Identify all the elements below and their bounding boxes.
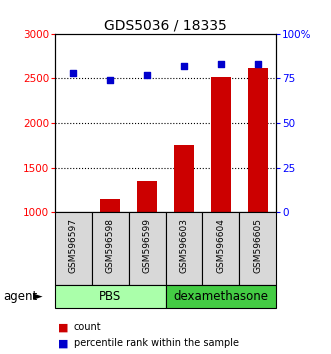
Point — [255, 61, 260, 67]
Text: GSM596605: GSM596605 — [254, 218, 262, 273]
Text: GSM596604: GSM596604 — [216, 218, 225, 273]
Text: GSM596599: GSM596599 — [143, 218, 152, 273]
Title: GDS5036 / 18335: GDS5036 / 18335 — [104, 18, 227, 33]
Point — [144, 72, 150, 78]
Bar — [100, 199, 120, 302]
Bar — [92, 212, 128, 285]
Point — [181, 63, 187, 69]
Text: GSM596597: GSM596597 — [69, 218, 77, 273]
Text: ►: ► — [33, 290, 43, 303]
Bar — [63, 212, 83, 302]
Bar — [128, 212, 166, 285]
Bar — [203, 212, 239, 285]
Text: percentile rank within the sample: percentile rank within the sample — [74, 338, 239, 348]
Text: ■: ■ — [58, 338, 69, 348]
Bar — [166, 212, 203, 285]
Text: dexamethasone: dexamethasone — [173, 290, 268, 303]
Bar — [137, 181, 157, 302]
Bar — [211, 76, 231, 302]
Bar — [55, 285, 166, 308]
Point — [218, 61, 224, 67]
Bar — [166, 285, 276, 308]
Text: ■: ■ — [58, 322, 69, 332]
Text: PBS: PBS — [99, 290, 121, 303]
Bar — [55, 212, 92, 285]
Bar — [248, 68, 268, 302]
Point — [107, 77, 113, 83]
Bar — [174, 145, 194, 302]
Bar — [239, 212, 276, 285]
Text: agent: agent — [3, 290, 37, 303]
Text: count: count — [74, 322, 101, 332]
Text: GSM596603: GSM596603 — [179, 218, 188, 273]
Text: GSM596598: GSM596598 — [106, 218, 115, 273]
Point — [71, 70, 76, 76]
